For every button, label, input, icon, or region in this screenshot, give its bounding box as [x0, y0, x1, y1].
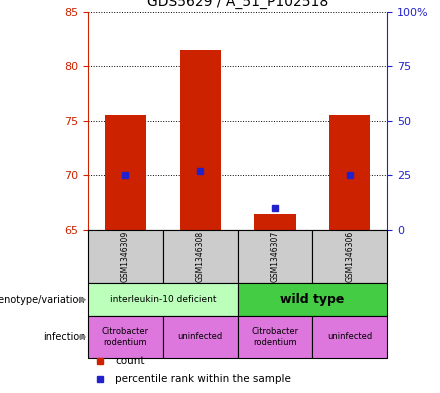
Text: infection: infection [43, 332, 85, 342]
Text: Citrobacter
rodentium: Citrobacter rodentium [102, 327, 149, 347]
Text: percentile rank within the sample: percentile rank within the sample [115, 374, 291, 384]
Bar [163, 230, 238, 283]
Bar [238, 283, 387, 316]
Bar [312, 316, 387, 358]
Bar [88, 283, 238, 316]
Bar [312, 230, 387, 283]
Text: Citrobacter
rodentium: Citrobacter rodentium [251, 327, 299, 347]
Bar [88, 316, 163, 358]
Bar [88, 230, 163, 283]
Text: interleukin-10 deficient: interleukin-10 deficient [110, 295, 216, 304]
Title: GDS5629 / A_51_P102518: GDS5629 / A_51_P102518 [147, 0, 328, 9]
Text: uninfected: uninfected [327, 332, 372, 342]
Bar [163, 316, 238, 358]
Text: GSM1346308: GSM1346308 [196, 231, 205, 282]
Text: GSM1346309: GSM1346309 [121, 231, 130, 282]
Bar [254, 213, 296, 230]
Text: genotype/variation: genotype/variation [0, 295, 85, 305]
Bar [180, 50, 221, 230]
Bar [238, 230, 312, 283]
Text: wild type: wild type [280, 293, 345, 306]
Text: count: count [115, 356, 144, 367]
Text: GSM1346306: GSM1346306 [345, 231, 354, 282]
Bar [105, 116, 146, 230]
Bar [329, 116, 370, 230]
Text: GSM1346307: GSM1346307 [271, 231, 279, 282]
Bar [238, 316, 312, 358]
Text: uninfected: uninfected [178, 332, 223, 342]
